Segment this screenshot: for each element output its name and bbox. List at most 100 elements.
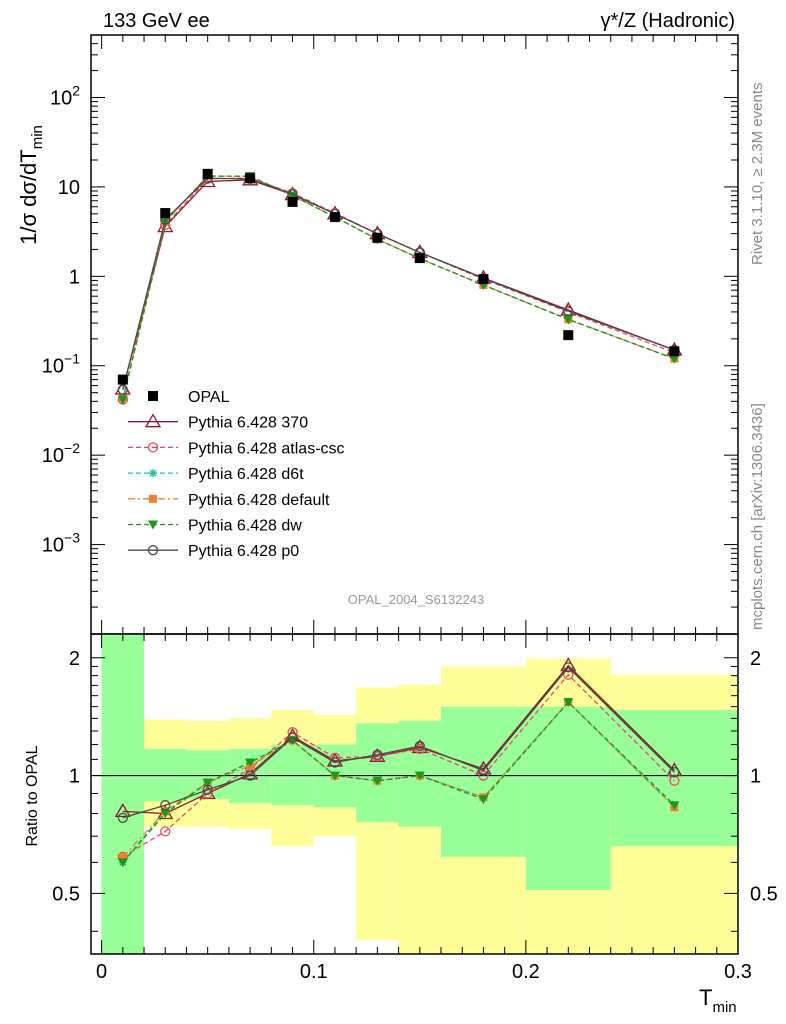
ratio-line-p0 xyxy=(122,666,675,819)
header-process: γ*/Z (Hadronic) xyxy=(601,10,735,32)
legend-label-data: OPAL xyxy=(188,389,230,406)
header-energy: 133 GeV ee xyxy=(103,10,210,32)
series-line-d6t xyxy=(122,175,675,400)
ratio-point-p0 xyxy=(563,662,574,673)
legend: OPAL Pythia 6.428 370 Pythia 6.428 atlas-c… xyxy=(128,389,345,560)
series-line-p370 xyxy=(122,179,675,390)
opal-data-point xyxy=(563,330,574,341)
ratio-band-inner xyxy=(271,744,314,806)
ratio-y-tick-label-left: 2 xyxy=(69,648,80,670)
ratio-point-dw xyxy=(117,858,128,868)
y-tick-label: 1 xyxy=(69,266,80,288)
ratio-point-p0 xyxy=(160,800,171,811)
legend-marker-p370 xyxy=(144,413,162,428)
ratio-point-dw xyxy=(669,801,680,811)
x-tick-label: 0.3 xyxy=(724,961,752,983)
main-series-layer xyxy=(114,171,683,405)
y-axis-title: 1/σ dσ/dTmin xyxy=(16,125,46,245)
ratio-point-p0 xyxy=(414,740,425,752)
ratio-band-inner xyxy=(441,706,526,857)
series-point-dw xyxy=(669,354,680,364)
ratio-point-dw xyxy=(414,771,425,781)
legend-marker-default xyxy=(149,494,157,503)
ratio-band-inner xyxy=(101,634,145,954)
ratio-point-p0 xyxy=(287,732,298,743)
ratio-point-atlas xyxy=(414,743,425,755)
ratio-point-dw xyxy=(478,795,489,805)
series-line-atlas xyxy=(122,177,675,400)
ratio-panel: 0.5 0.5 1 1 2 2 0 0.1 0.2 0.3 Ratio to OPAL Tmin xyxy=(24,633,778,1016)
ratio-point-atlas xyxy=(202,788,213,799)
analysis-label: OPAL_2004_S6132243 xyxy=(348,592,484,607)
rivet-label: Rivet 3.1.10, ≥ 2.3M events xyxy=(749,83,766,266)
ratio-point-atlas xyxy=(160,826,171,837)
opal-data-point xyxy=(669,346,680,357)
ratio-point-p370 xyxy=(114,803,131,818)
main-panel: 10−3 10−2 10−1 1 10 102 OPAL_2004_S6132243 1/… xyxy=(16,34,739,635)
ratio-point-default xyxy=(118,852,127,861)
ratio-point-dw xyxy=(563,698,574,708)
legend-marker-p0 xyxy=(147,545,159,556)
y-tick-label: 10−3 xyxy=(42,530,80,557)
legend-marker-atlas xyxy=(147,442,159,453)
x-axis-title: Tmin xyxy=(699,985,737,1016)
x-axis-label: Tmin xyxy=(699,985,737,1016)
ratio-point-p0 xyxy=(669,767,680,778)
opal-data-point xyxy=(414,253,425,264)
ratio-y-tick-label-left: 0.5 xyxy=(52,883,80,905)
legend-label-p0: Pythia 6.428 p0 xyxy=(188,543,299,560)
opal-data-point xyxy=(478,274,489,285)
series-point-p0 xyxy=(563,305,574,317)
ratio-band-inner xyxy=(610,710,738,847)
legend-marker-dw xyxy=(148,520,158,530)
y-tick-label: 10−1 xyxy=(42,351,80,378)
x-tick-label: 0.2 xyxy=(512,961,540,983)
series-point-p0 xyxy=(117,384,128,395)
legend-label-dw: Pythia 6.428 dw xyxy=(188,518,302,535)
opal-data-point xyxy=(160,208,171,219)
ratio-point-dw xyxy=(202,778,213,788)
x-tick-label: 0 xyxy=(96,961,107,983)
ratio-y-tick-label-left: 1 xyxy=(69,766,80,788)
ratio-point-dw xyxy=(245,758,256,768)
opal-data-point xyxy=(287,196,298,207)
ratio-point-p0 xyxy=(202,784,213,795)
ratio-point-p0 xyxy=(478,765,489,776)
opal-data-point xyxy=(372,232,383,243)
legend-label-atlas: Pythia 6.428 atlas-csc xyxy=(188,440,345,457)
legend-marker-d6t xyxy=(149,469,157,478)
legend-marker-data xyxy=(148,391,158,401)
ratio-y-tick-label-right: 0.5 xyxy=(750,883,778,905)
opal-data-point xyxy=(117,374,128,385)
ratio-point-p0 xyxy=(372,749,383,760)
series-point-dw xyxy=(563,315,574,325)
series-line-p0 xyxy=(122,177,675,390)
mcplots-label: mcplots.cern.ch [arXiv:1306.3436] xyxy=(749,403,766,630)
x-tick-label: 0.1 xyxy=(300,961,328,983)
opal-data-point xyxy=(329,212,340,223)
y-tick-label: 10 xyxy=(58,177,80,199)
ratio-point-dw xyxy=(372,776,383,786)
ratio-band-inner xyxy=(356,723,399,823)
legend-label-d6t: Pythia 6.428 d6t xyxy=(188,466,304,483)
opal-data-layer xyxy=(117,168,680,385)
legend-label-default: Pythia 6.428 default xyxy=(188,492,330,509)
series-point-p370 xyxy=(157,218,174,233)
opal-data-point xyxy=(245,173,256,184)
ratio-band-inner xyxy=(186,750,229,800)
main-y-axis-label: 1/σ dσ/dTmin xyxy=(16,125,46,245)
ratio-band-inner xyxy=(525,706,611,891)
opal-data-point xyxy=(202,168,213,179)
series-line-dw xyxy=(122,175,675,400)
main-y-ticks: 10−3 10−2 10−1 1 10 102 xyxy=(42,34,739,635)
ratio-uncertainty-bands xyxy=(101,634,738,954)
ratio-line-p370 xyxy=(122,664,675,815)
ratio-point-p0 xyxy=(244,770,256,781)
ratio-y-axis-label: Ratio to OPAL xyxy=(24,745,41,846)
ratio-point-dw xyxy=(160,809,171,819)
ratio-point-p0 xyxy=(329,757,341,768)
ratio-frame xyxy=(90,633,739,955)
ratio-series-layer xyxy=(114,657,683,868)
y-tick-label: 10−2 xyxy=(42,440,80,467)
